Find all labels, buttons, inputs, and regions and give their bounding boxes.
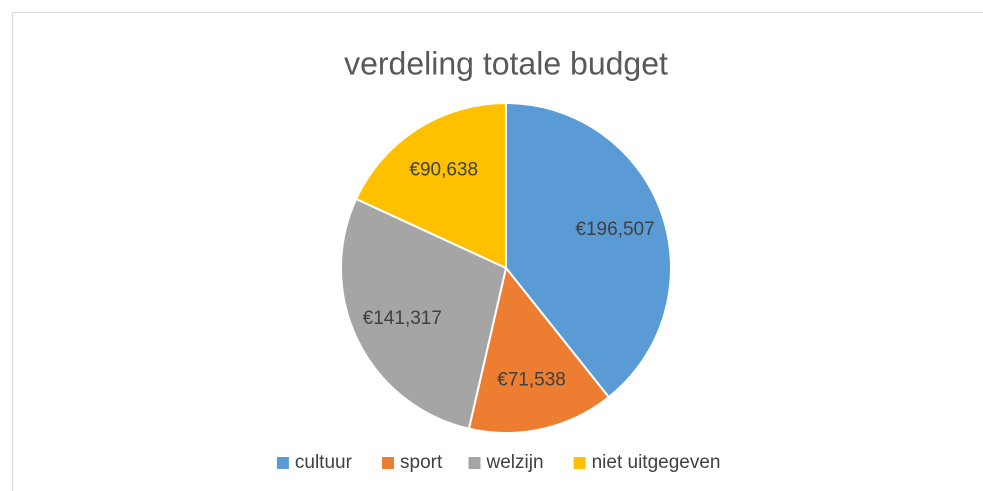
legend-label: cultuur [295, 452, 353, 473]
pie-slice [505, 101, 672, 399]
data-label: €141,317 [363, 308, 442, 329]
pie-slice [467, 265, 611, 434]
data-label: €196,507 [575, 219, 654, 240]
legend-label: niet uitgegeven [592, 452, 721, 473]
data-label: €90,638 [409, 160, 478, 181]
legend-swatch [573, 457, 586, 469]
legend-swatch [468, 457, 481, 469]
data-label: €71,538 [497, 370, 566, 391]
legend-swatch [382, 457, 394, 469]
legend-swatch [276, 457, 289, 469]
legend-label: sport [400, 452, 443, 473]
pie-slice [340, 197, 508, 430]
legend-label: welzijn [486, 452, 544, 473]
chart-title: verdeling totale budget [344, 45, 668, 81]
pie-slice [354, 101, 507, 270]
